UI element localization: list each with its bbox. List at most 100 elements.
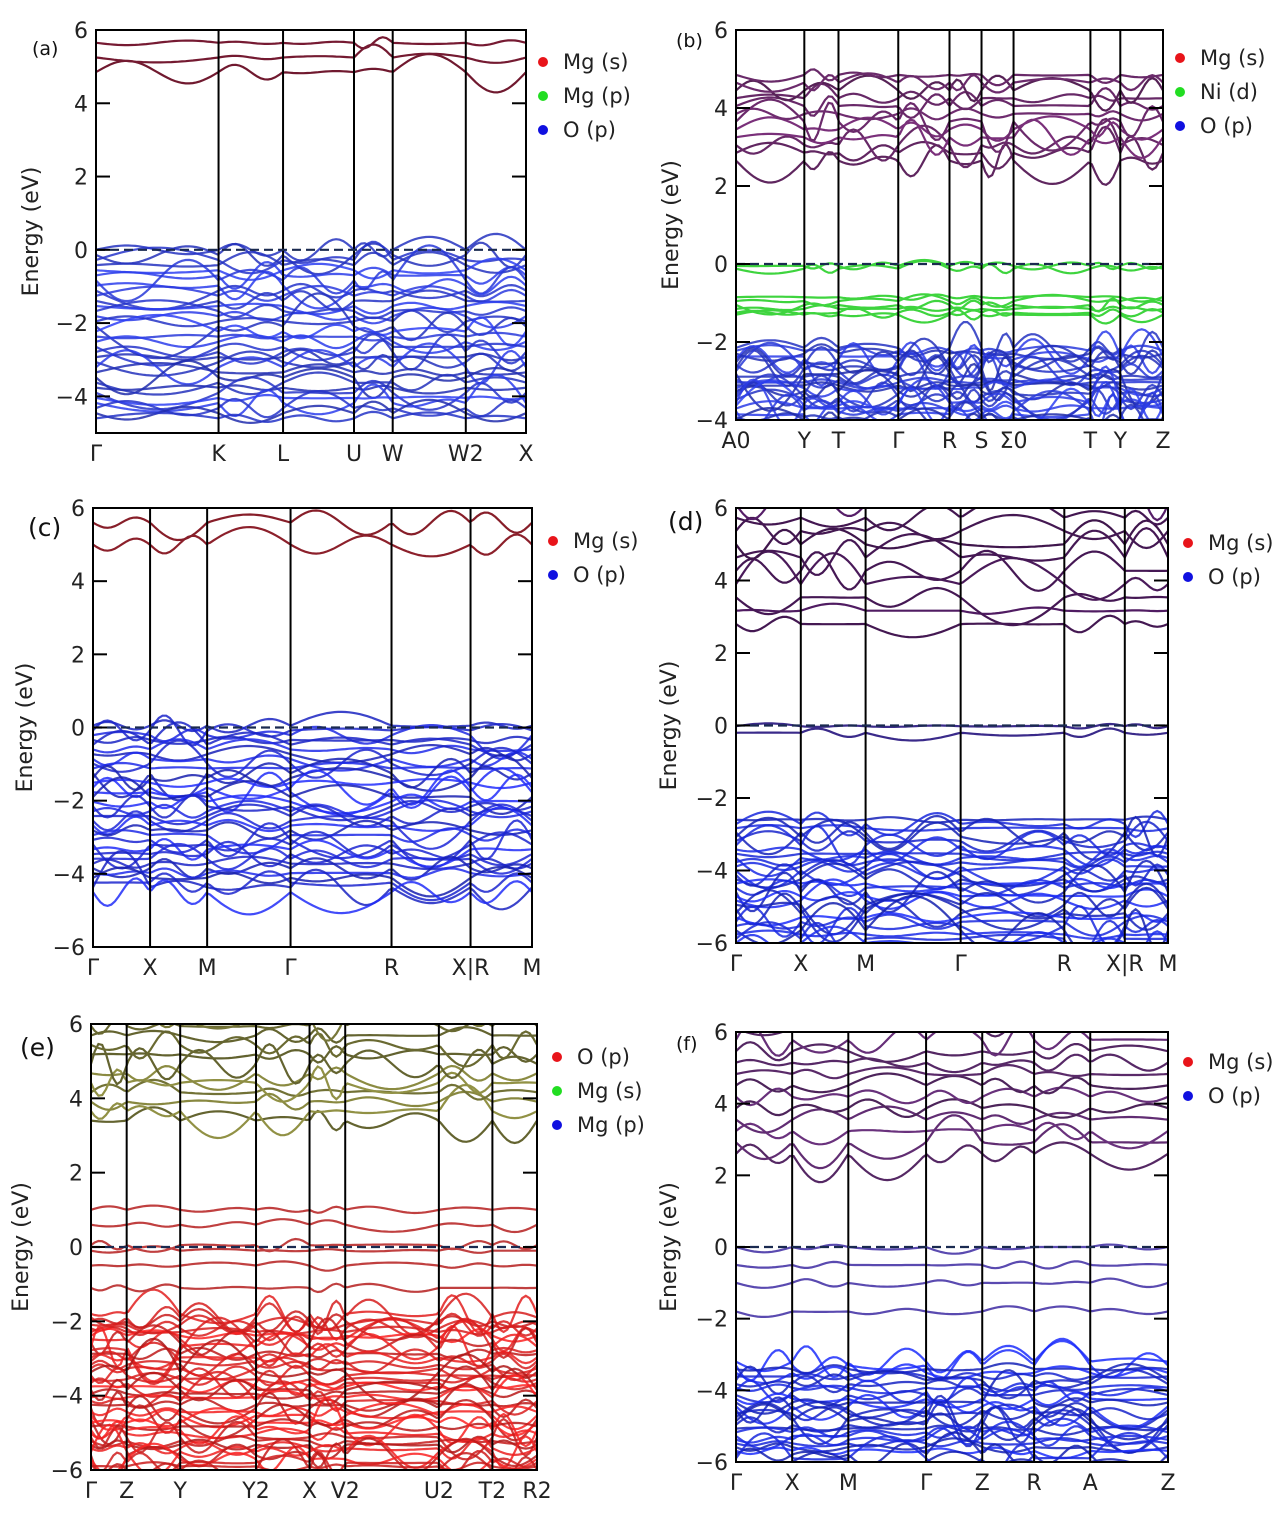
legend: Mg (s) O (p) [1183, 531, 1273, 589]
y-tick-label: −2 [56, 312, 88, 337]
plot-frame [735, 29, 1164, 421]
y-tick-label: 0 [714, 715, 728, 740]
valence-band [96, 244, 526, 303]
kpoint-label: X [518, 442, 533, 467]
valence-band [736, 1368, 1168, 1394]
gap-band [736, 1243, 1168, 1255]
valence-band [96, 313, 526, 347]
legend-marker [548, 536, 558, 546]
bands-c [93, 509, 532, 916]
y-axis-title: Energy (eV) [659, 160, 684, 290]
valence-band [93, 855, 532, 881]
conduction-band [736, 1105, 1168, 1134]
valence-band [91, 1382, 537, 1426]
valence-band [96, 384, 526, 395]
plot-frame [95, 29, 527, 434]
y-tick-label: −4 [696, 860, 728, 885]
valence-band [93, 855, 532, 871]
valence-band [93, 744, 532, 764]
valence-band [96, 240, 526, 275]
panel-label: (a) [32, 38, 58, 60]
legend-entry: Mg (s) [573, 529, 638, 553]
legend-entry: O (p) [577, 1045, 630, 1069]
kpoint-label: X [143, 956, 158, 981]
legend-entry: O (p) [1200, 114, 1253, 138]
y-tick-label: 6 [714, 497, 728, 522]
y-tick-label: −6 [696, 1451, 728, 1476]
kpoint-label: M [198, 956, 217, 981]
kpoint-label: T [1083, 429, 1098, 454]
kpoint-label: R [384, 956, 399, 981]
conduction-band [736, 1041, 1168, 1063]
legend: Mg (s) Mg (p) O (p) [538, 50, 631, 142]
gap-band [91, 1204, 537, 1215]
conduction-band [736, 1086, 1168, 1107]
kpoint-label: K [211, 442, 226, 467]
y-tick-label: 0 [69, 1236, 83, 1261]
kpoint-label: A [1083, 1471, 1098, 1496]
conduction-band [736, 1121, 1168, 1150]
valence-band [96, 398, 526, 425]
kpoint-label: Σ0 [1000, 429, 1028, 454]
kpoint-label: Y [797, 429, 812, 454]
valence-band [96, 390, 526, 419]
valence-band [736, 929, 1168, 940]
valence-band [96, 232, 526, 262]
valence-band [93, 849, 532, 911]
kpoint-label: W2 [448, 442, 484, 467]
y-tick-label: −4 [696, 409, 728, 434]
valence-band [93, 793, 532, 815]
kpoint-label: R [942, 429, 957, 454]
valence-band [91, 1374, 537, 1402]
conduction-band [91, 1064, 537, 1091]
valence-band [91, 1407, 537, 1437]
kpoint-label: Z [1155, 429, 1170, 454]
y-tick-label: 2 [69, 1162, 83, 1187]
y-tick-label: 0 [714, 253, 728, 278]
kpoint-label: R [1026, 1471, 1041, 1496]
panel-label: (e) [20, 1033, 55, 1062]
legend-marker [1183, 572, 1193, 582]
y-tick-label: −2 [51, 1310, 83, 1335]
legend-entry: O (p) [1208, 565, 1261, 589]
valence-band [96, 359, 526, 399]
conduction-band [96, 52, 526, 94]
kpoint-label: Γ [284, 956, 297, 981]
valence-band [736, 1391, 1168, 1411]
legend-marker [552, 1086, 562, 1096]
valence-band [93, 830, 532, 870]
y-tick-label: 2 [71, 643, 85, 668]
valence-band [736, 815, 1168, 858]
conduction-band [736, 1141, 1168, 1184]
kpoint-label: X|R [452, 956, 490, 981]
legend-entry: Mg (s) [1208, 1050, 1273, 1074]
conduction-band [736, 550, 1168, 601]
valence-band [93, 867, 532, 879]
legend-marker [1183, 1057, 1193, 1067]
conduction-band [736, 508, 1168, 532]
legend: Mg (s) O (p) [1183, 1050, 1273, 1108]
legend-entry: O (p) [1208, 1084, 1261, 1108]
conduction-band [96, 36, 526, 50]
panel-label: (c) [28, 513, 61, 542]
valence-band [91, 1418, 537, 1432]
legend-marker [538, 57, 548, 67]
valence-band [736, 815, 1168, 824]
kpoint-label: T [831, 429, 846, 454]
kpoint-label: Z [975, 1471, 990, 1496]
kpoint-label: Z [119, 1479, 134, 1504]
legend-entry: O (p) [573, 563, 626, 587]
valence-band [96, 292, 526, 360]
kpoint-label: X [785, 1471, 800, 1496]
valence-band [96, 339, 526, 367]
valence-band [93, 776, 532, 816]
kpoint-label: X [302, 1479, 317, 1504]
legend-marker [548, 570, 558, 580]
valence-band [93, 870, 532, 902]
valence-band [93, 806, 532, 836]
y-tick-label: −4 [51, 1385, 83, 1410]
legend-marker [1183, 538, 1193, 548]
valence-band [93, 714, 532, 747]
y-tick-label: −4 [696, 1379, 728, 1404]
